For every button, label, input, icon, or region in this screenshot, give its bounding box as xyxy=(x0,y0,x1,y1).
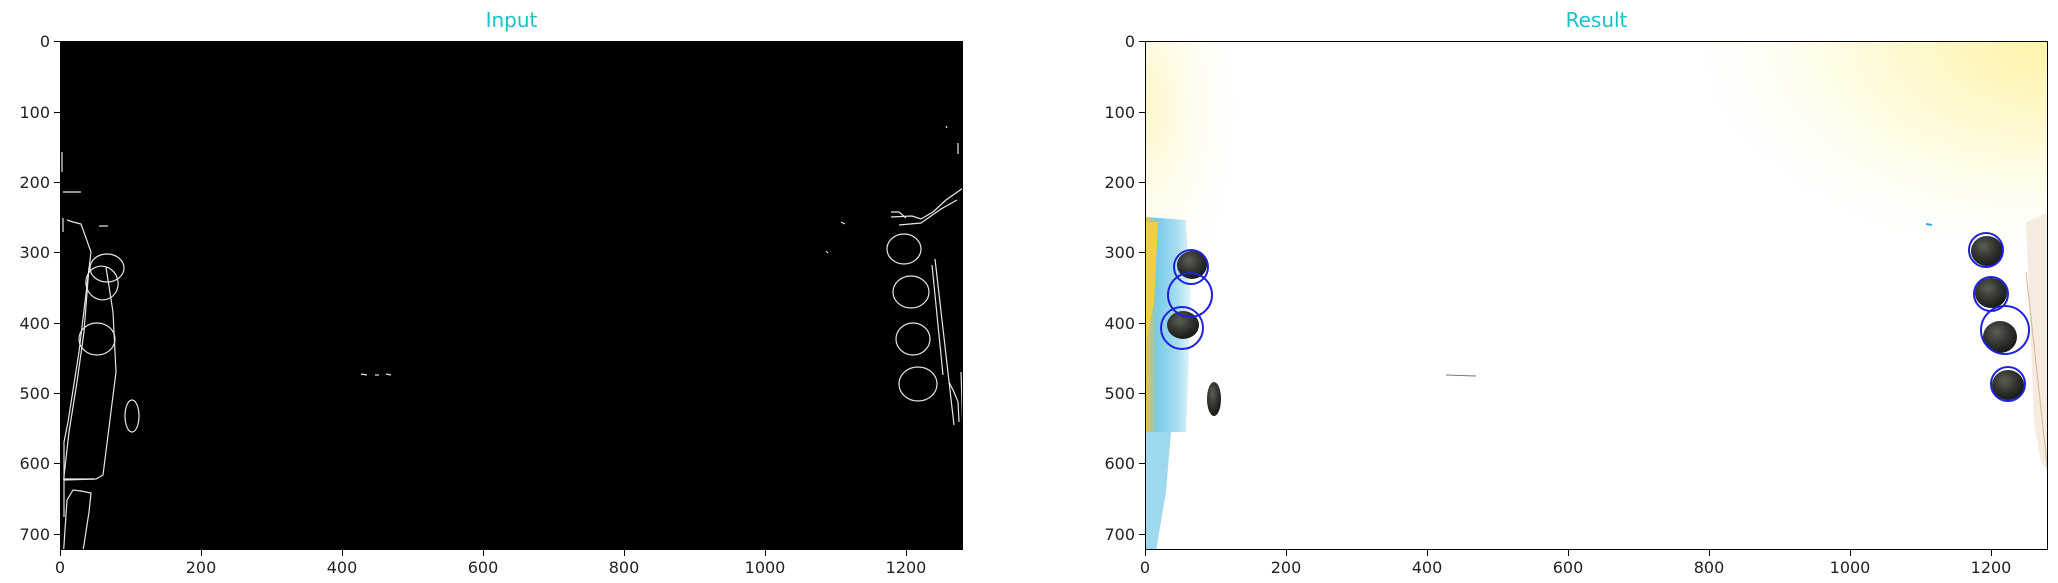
input-ytick-300: 300 xyxy=(10,243,60,262)
input-image xyxy=(60,41,963,550)
result-title: Result xyxy=(1565,8,1628,32)
input-ytick-400: 400 xyxy=(10,314,60,333)
result-xtick-400: 400 xyxy=(1397,550,1457,577)
result-xtick-800: 800 xyxy=(1679,550,1739,577)
result-xtick-600: 600 xyxy=(1538,550,1598,577)
input-ytick-200: 200 xyxy=(10,173,60,192)
input-ytick-600: 600 xyxy=(10,454,60,473)
input-ytick-100: 100 xyxy=(10,103,60,122)
result-ytick-400: 400 xyxy=(1095,314,1145,333)
detected-circle xyxy=(1167,272,1213,318)
input-xtick-600: 600 xyxy=(453,550,513,577)
detected-circle xyxy=(1968,232,2004,268)
detected-circle xyxy=(1173,249,1209,285)
detected-circle xyxy=(1160,306,1204,350)
input-panel: Input xyxy=(0,0,1000,583)
result-xtick-200: 200 xyxy=(1256,550,1316,577)
result-ytick-500: 500 xyxy=(1095,384,1145,403)
result-photo xyxy=(1146,42,2047,549)
input-xtick-200: 200 xyxy=(171,550,231,577)
result-ytick-200: 200 xyxy=(1095,173,1145,192)
result-ytick-100: 100 xyxy=(1095,103,1145,122)
result-xtick-1200: 1200 xyxy=(1961,550,2021,577)
result-image xyxy=(1145,41,2048,550)
result-ytick-0: 0 xyxy=(1095,32,1145,51)
input-xtick-1200: 1200 xyxy=(876,550,936,577)
detected-circle xyxy=(1990,366,2026,402)
input-xtick-800: 800 xyxy=(594,550,654,577)
result-xtick-1000: 1000 xyxy=(1820,550,1880,577)
input-ytick-500: 500 xyxy=(10,384,60,403)
result-ytick-600: 600 xyxy=(1095,454,1145,473)
input-title: Input xyxy=(485,8,538,32)
input-ytick-700: 700 xyxy=(10,525,60,544)
result-ytick-700: 700 xyxy=(1095,525,1145,544)
detected-circle xyxy=(1980,305,2030,355)
result-panel: Result xyxy=(1000,0,2058,583)
result-xtick-0: 0 xyxy=(1115,550,1175,577)
input-xtick-400: 400 xyxy=(312,550,372,577)
input-ytick-0: 0 xyxy=(10,32,60,51)
input-xtick-1000: 1000 xyxy=(735,550,795,577)
edge-map xyxy=(61,42,962,549)
input-xtick-0: 0 xyxy=(30,550,90,577)
result-ytick-300: 300 xyxy=(1095,243,1145,262)
